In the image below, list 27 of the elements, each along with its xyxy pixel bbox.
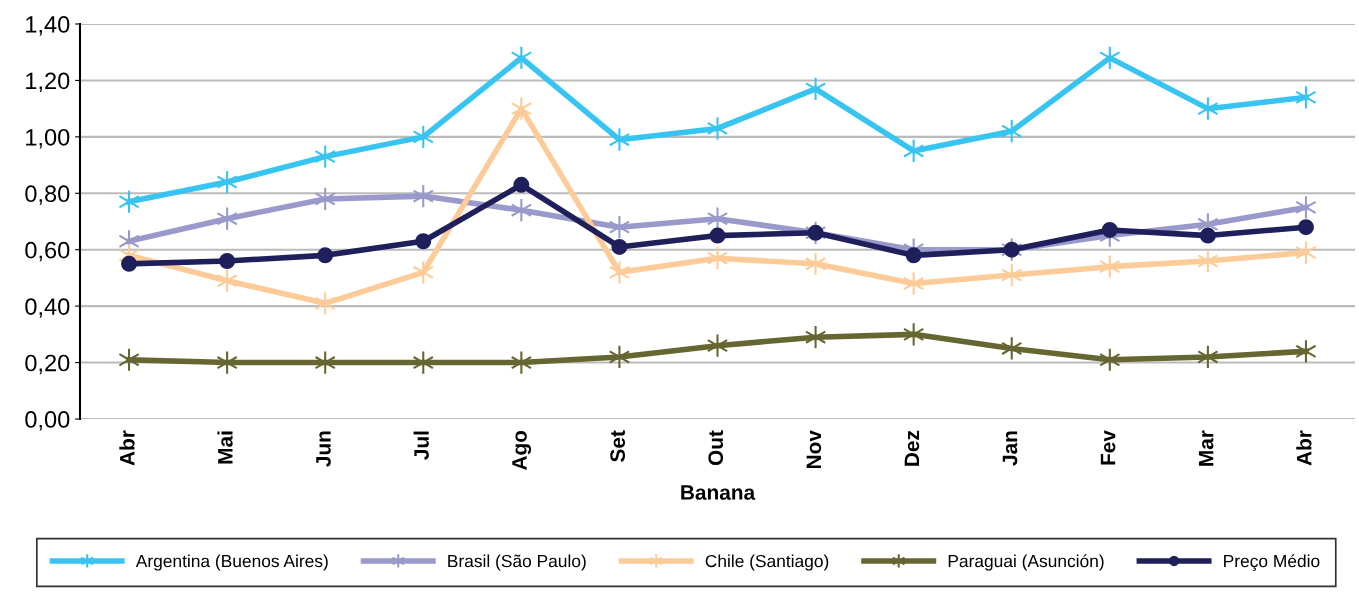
x-tick-label: Mai <box>217 431 233 464</box>
legend-label: Preço Médio <box>1224 554 1320 571</box>
x-tick-label: Jun <box>316 431 331 467</box>
legend-label: Argentina (Buenos Aires) <box>135 554 328 571</box>
y-tick-label: 0,60 <box>25 241 70 262</box>
y-tick-label: 1,00 <box>26 128 70 149</box>
y-tick-label: 0,20 <box>25 354 70 375</box>
x-tick-label: Abr <box>1296 430 1312 466</box>
x-tick-label: Mar <box>1198 430 1214 466</box>
x-tick-label: Abr <box>119 430 135 466</box>
legend-label: Brasil (São Paulo) <box>448 554 586 571</box>
x-tick-label: Jan <box>1002 431 1018 466</box>
y-tick-label: 0,40 <box>25 298 70 318</box>
legend-label: Paraguai (Asunción) <box>948 554 1104 571</box>
legend-label: Chile (Santiago) <box>705 554 829 571</box>
x-tick-label: Jul <box>413 431 429 460</box>
y-tick-label: 1,40 <box>26 16 70 36</box>
x-tick-label: Out <box>708 430 724 466</box>
x-tick-label: Dez <box>904 430 920 466</box>
y-tick-label: 0,80 <box>25 185 70 205</box>
x-tick-label: Set <box>610 430 626 462</box>
x-tick-label: Nov <box>806 430 822 469</box>
x-tick-label: Ago <box>512 430 532 471</box>
y-tick-label: 0,00 <box>25 411 70 431</box>
x-tick-label: Fev <box>1100 430 1116 465</box>
y-tick-label: 1,20 <box>26 72 70 93</box>
x-axis-title: Banana <box>681 485 756 500</box>
